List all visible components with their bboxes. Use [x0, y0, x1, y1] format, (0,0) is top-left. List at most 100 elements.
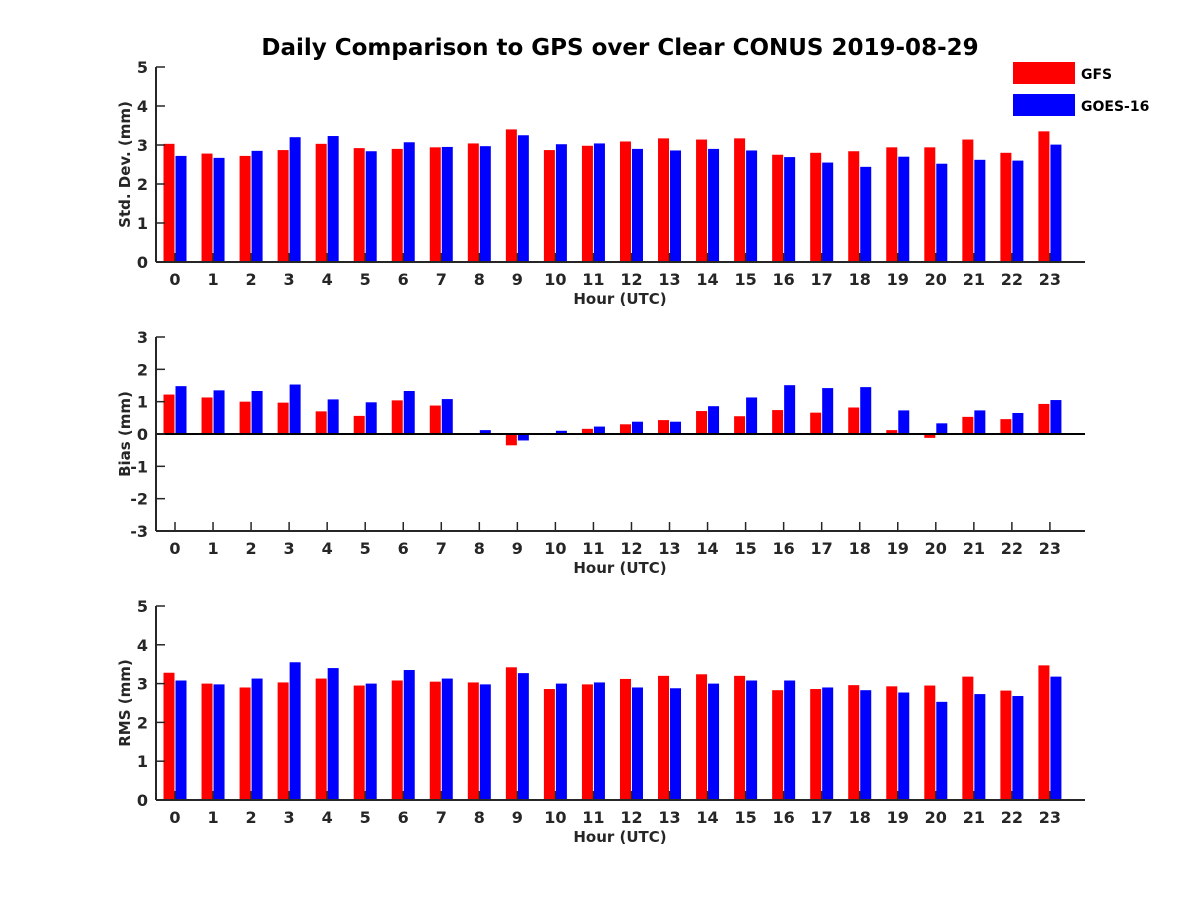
rms-bar-goes16-hour-23: [1050, 676, 1062, 800]
bias-bar-gfs-hour-23: [1038, 403, 1050, 434]
bias-bar-goes16-hour-8: [479, 430, 491, 434]
bias-bar-goes16-hour-1: [213, 390, 225, 434]
rms-bar-gfs-hour-0: [163, 672, 175, 800]
rms-xtick-label: 0: [169, 808, 180, 827]
bias-xtick-label: 5: [360, 539, 371, 558]
bias-bar-goes16-hour-9: [517, 434, 529, 441]
rms-xtick-label: 22: [1001, 808, 1023, 827]
rms-xtick-label: 23: [1039, 808, 1061, 827]
std-dev-xtick-label: 17: [811, 270, 833, 289]
std-dev-xtick-label: 6: [398, 270, 409, 289]
rms-xtick-label: 11: [582, 808, 604, 827]
rms-xtick-label: 14: [696, 808, 718, 827]
rms-bar-gfs-hour-10: [543, 689, 555, 800]
std-dev-bar-goes16-hour-10: [555, 144, 567, 262]
bias-bar-gfs-hour-15: [734, 416, 746, 434]
std-dev-ytick-label: 4: [137, 97, 148, 116]
bias-bar-goes16-hour-17: [822, 388, 834, 434]
bias-xtick-label: 12: [620, 539, 642, 558]
std-dev-xtick-label: 23: [1039, 270, 1061, 289]
legend-label-gfs: GFS: [1081, 67, 1112, 83]
std-dev-bar-gfs-hour-0: [163, 143, 175, 262]
bias-bar-goes16-hour-13: [670, 421, 682, 434]
bias-bar-gfs-hour-18: [848, 407, 860, 434]
bias-xtick-label: 6: [398, 539, 409, 558]
bias-y-axis-label: Bias (mm): [116, 391, 134, 477]
rms-bar-goes16-hour-4: [327, 668, 339, 800]
bias-bar-gfs-hour-3: [277, 402, 289, 434]
std-dev-bar-gfs-hour-3: [277, 150, 289, 262]
bias-bar-gfs-hour-7: [429, 405, 441, 434]
rms-bar-goes16-hour-18: [860, 690, 872, 800]
legend-swatch-goes16: [1013, 94, 1075, 116]
std-dev-xtick-label: 9: [512, 270, 523, 289]
rms-y-axis-label: RMS (mm): [116, 659, 134, 746]
bias-xtick-label: 14: [696, 539, 718, 558]
rms-xtick-label: 1: [207, 808, 218, 827]
std-dev-bar-goes16-hour-20: [936, 163, 948, 262]
std-dev-bar-gfs-hour-7: [429, 147, 441, 262]
bias-ytick-label: 2: [137, 360, 148, 379]
rms-xtick-label: 3: [284, 808, 295, 827]
std-dev-xtick-label: 10: [544, 270, 566, 289]
legend-swatch-gfs: [1013, 62, 1075, 84]
bias-ytick-label: -3: [130, 522, 148, 541]
bias-bar-gfs-hour-21: [962, 416, 974, 434]
std-dev-bar-gfs-hour-1: [201, 153, 213, 262]
std-dev-ytick-label: 1: [137, 214, 148, 233]
rms-xtick-label: 4: [322, 808, 333, 827]
bias-xtick-label: 0: [169, 539, 180, 558]
bias-bar-goes16-hour-22: [1012, 412, 1024, 434]
bias-ytick-label: -1: [130, 457, 148, 476]
bias-bar-goes16-hour-19: [898, 410, 910, 434]
rms-bar-gfs-hour-8: [467, 682, 479, 800]
std-dev-xtick-label: 18: [849, 270, 871, 289]
rms-bar-gfs-hour-19: [886, 686, 898, 800]
bias-bar-goes16-hour-14: [708, 406, 720, 434]
rms-bar-goes16-hour-12: [631, 687, 643, 800]
std-dev-bar-goes16-hour-15: [746, 150, 758, 262]
rms-bar-gfs-hour-6: [391, 680, 403, 800]
bias-xtick-label: 19: [887, 539, 909, 558]
rms-bar-goes16-hour-21: [974, 694, 986, 800]
rms-bar-goes16-hour-2: [251, 678, 263, 800]
bias-xtick-label: 22: [1001, 539, 1023, 558]
rms-ytick-label: 5: [137, 597, 148, 616]
rms-xtick-label: 16: [773, 808, 795, 827]
rms-bar-goes16-hour-0: [175, 680, 187, 800]
rms-bar-goes16-hour-1: [213, 684, 225, 800]
bias-bar-gfs-hour-11: [581, 428, 593, 434]
bias-bar-gfs-hour-4: [315, 411, 327, 434]
std-dev-xtick-label: 5: [360, 270, 371, 289]
bias-xtick-label: 8: [474, 539, 485, 558]
bias-bar-gfs-hour-16: [772, 410, 784, 434]
rms-xtick-label: 10: [544, 808, 566, 827]
std-dev-xtick-label: 1: [207, 270, 218, 289]
std-dev-bar-gfs-hour-6: [391, 148, 403, 262]
bias-bar-goes16-hour-12: [631, 421, 643, 434]
rms-bar-gfs-hour-17: [810, 689, 822, 800]
rms-bar-goes16-hour-19: [898, 692, 910, 800]
bias-bar-gfs-hour-5: [353, 415, 365, 434]
rms-ytick-label: 3: [137, 675, 148, 694]
bias-bar-goes16-hour-20: [936, 423, 948, 434]
rms-x-axis-label: Hour (UTC): [573, 828, 666, 846]
bias-xtick-label: 23: [1039, 539, 1061, 558]
std-dev-bar-goes16-hour-1: [213, 157, 225, 262]
std-dev-bar-gfs-hour-5: [353, 148, 365, 262]
rms-xtick-label: 17: [811, 808, 833, 827]
bias-bar-gfs-hour-1: [201, 397, 213, 434]
rms-bar-gfs-hour-4: [315, 678, 327, 800]
std-dev-bar-gfs-hour-18: [848, 151, 860, 262]
std-dev-xtick-label: 8: [474, 270, 485, 289]
bias-bar-goes16-hour-5: [365, 402, 377, 434]
rms-xtick-label: 12: [620, 808, 642, 827]
bias-bar-goes16-hour-11: [593, 426, 605, 434]
std-dev-bar-gfs-hour-19: [886, 147, 898, 262]
rms-xtick-label: 8: [474, 808, 485, 827]
rms-bar-goes16-hour-3: [289, 662, 301, 800]
legend-label-goes16: GOES-16: [1081, 99, 1149, 115]
rms-xtick-label: 7: [436, 808, 447, 827]
rms-bar-goes16-hour-5: [365, 683, 377, 800]
std-dev-bar-gfs-hour-15: [734, 138, 746, 262]
